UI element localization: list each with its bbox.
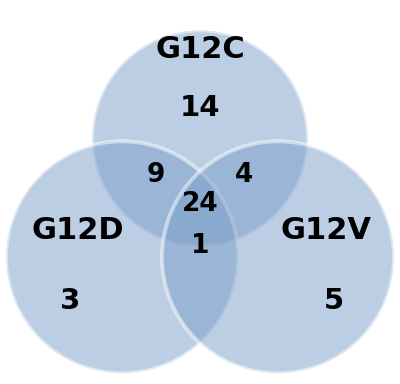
Ellipse shape bbox=[6, 141, 238, 373]
Ellipse shape bbox=[92, 30, 308, 246]
Text: G12D: G12D bbox=[32, 216, 124, 245]
Text: 24: 24 bbox=[182, 190, 218, 217]
Text: 4: 4 bbox=[235, 162, 253, 188]
Text: 5: 5 bbox=[324, 288, 344, 315]
Text: 14: 14 bbox=[180, 94, 220, 121]
Text: G12C: G12C bbox=[155, 35, 245, 65]
Ellipse shape bbox=[162, 141, 394, 373]
Text: 1: 1 bbox=[191, 233, 209, 259]
Text: 9: 9 bbox=[147, 162, 165, 188]
Text: 3: 3 bbox=[60, 288, 80, 315]
Text: G12V: G12V bbox=[280, 216, 372, 245]
